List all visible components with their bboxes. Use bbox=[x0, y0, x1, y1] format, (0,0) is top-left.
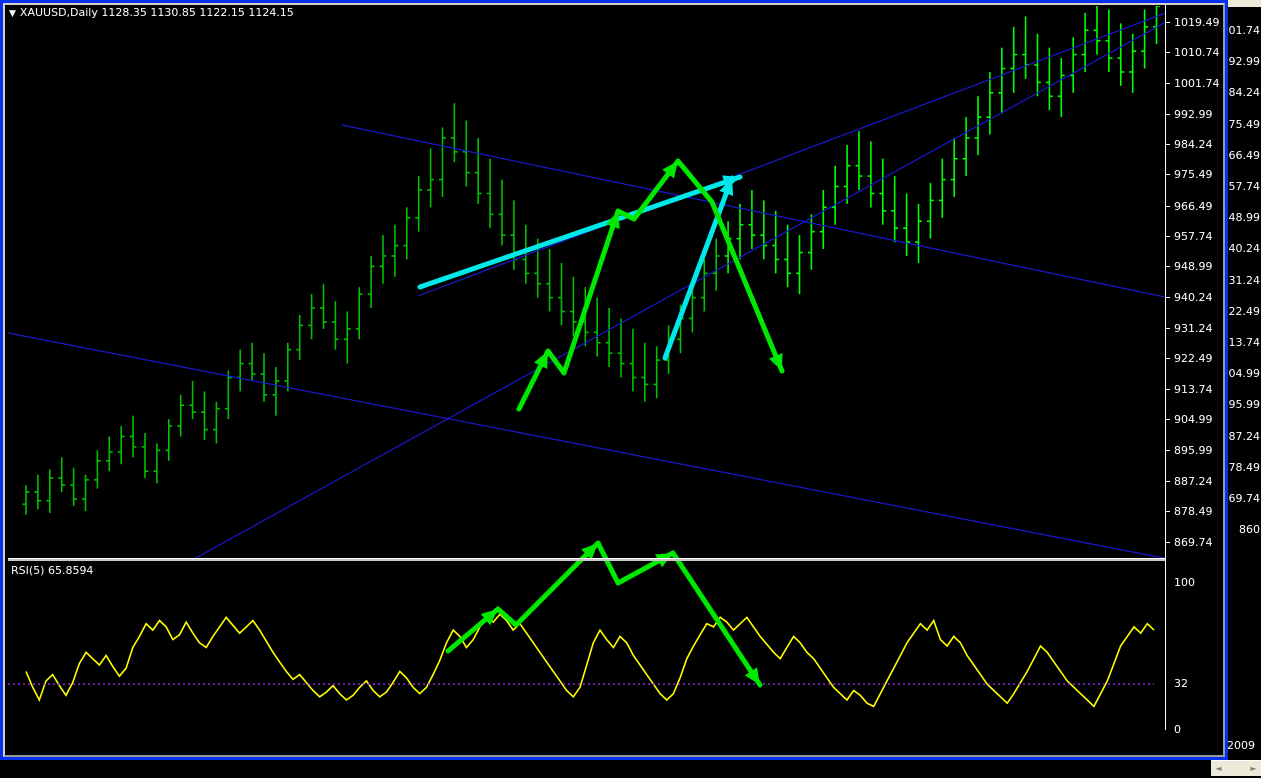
price-scale-label: 904.99 bbox=[1174, 413, 1213, 427]
price-scale-tick bbox=[1166, 83, 1170, 85]
price-scale-label: 878.49 bbox=[1174, 505, 1213, 519]
price-scale-tick bbox=[1166, 358, 1170, 360]
background-scale-label: 869.74 bbox=[1221, 492, 1261, 505]
price-scale-label: 895.99 bbox=[1174, 444, 1213, 458]
price-scale-tick bbox=[1166, 419, 1170, 421]
background-scale-label: 984.24 bbox=[1221, 86, 1261, 100]
background-scale-label: 922.49 bbox=[1221, 304, 1261, 318]
price-scale-tick bbox=[1166, 52, 1170, 54]
price-scale-label: 931.24 bbox=[1174, 322, 1213, 336]
price-scale-label: 913.74 bbox=[1174, 382, 1213, 396]
price-scale-label: 957.74 bbox=[1174, 230, 1213, 244]
chart-header-text: XAUUSD,Daily 1128.35 1130.85 1122.15 112… bbox=[19, 6, 294, 19]
rsi-line bbox=[25, 613, 1155, 708]
price-scale-label: 992.99 bbox=[1174, 107, 1213, 121]
background-scale-label: 1001.74 bbox=[1214, 24, 1261, 37]
background-scale-label: 860 bbox=[1239, 523, 1260, 537]
price-scale-tick bbox=[1166, 21, 1170, 23]
price-scale-label: 1019.49 bbox=[1174, 15, 1220, 29]
price-scale[interactable]: 1019.49 1010.74 1001.74 992.99 984.24 975.49 9… bbox=[1165, 5, 1223, 735]
trendline bbox=[193, 21, 1165, 560]
time-axis-year-label: 2009 bbox=[1227, 739, 1255, 752]
price-scale-label: 1010.74 bbox=[1174, 46, 1220, 60]
price-scale-label: 984.24 bbox=[1174, 138, 1213, 152]
chevron-left-icon[interactable]: ◄ bbox=[1215, 764, 1222, 773]
background-scale-label: 957.74 bbox=[1221, 180, 1261, 193]
chart-header: ▼ XAUUSD,Daily 1128.35 1130.85 1122.15 11… bbox=[9, 6, 294, 20]
trendline bbox=[341, 124, 1165, 298]
price-scale-label: 922.49 bbox=[1174, 352, 1213, 366]
green-arrows-group bbox=[516, 158, 785, 412]
background-scale-label: 966.49 bbox=[1221, 148, 1261, 162]
background-scale-label: 878.49 bbox=[1221, 460, 1261, 474]
background-scale-label: 913.74 bbox=[1221, 336, 1261, 349]
price-scale-tick bbox=[1166, 113, 1170, 115]
trendlines-group bbox=[8, 12, 1165, 560]
price-scale-tick bbox=[1166, 450, 1170, 452]
price-scale-tick bbox=[1166, 296, 1170, 298]
price-scale-label: 869.74 bbox=[1174, 535, 1213, 549]
chart-window-inner-frame: ▼ XAUUSD,Daily 1128.35 1130.85 1122.15 11… bbox=[3, 3, 1225, 757]
background-scale-label: 992.99 bbox=[1221, 55, 1261, 69]
trendline bbox=[8, 332, 1165, 559]
price-scale-tick bbox=[1166, 511, 1170, 513]
background-scale-label: 904.99 bbox=[1221, 367, 1261, 381]
price-scale-tick bbox=[1166, 266, 1170, 268]
rsi-line-group bbox=[8, 613, 1155, 708]
cyan-arrows-group bbox=[417, 174, 743, 361]
indicator-scale-label: 32 bbox=[1174, 677, 1188, 691]
chart-canvas[interactable] bbox=[8, 6, 1165, 730]
indicator-header: RSI(5) 65.8594 bbox=[11, 564, 94, 577]
panel-splitter[interactable] bbox=[8, 558, 1165, 561]
background-scale-label: 895.99 bbox=[1221, 398, 1261, 412]
background-scale-label: 975.49 bbox=[1221, 117, 1261, 131]
background-scale-label: 948.99 bbox=[1221, 211, 1261, 225]
price-scale-tick bbox=[1166, 174, 1170, 176]
price-scale-label: 940.24 bbox=[1174, 290, 1213, 304]
price-scale-tick bbox=[1166, 205, 1170, 207]
price-scale-tick bbox=[1166, 144, 1170, 146]
chart-window-bottom-strip bbox=[8, 732, 1220, 752]
background-scale-label: 887.24 bbox=[1221, 429, 1261, 443]
price-scale-label: 1001.74 bbox=[1174, 77, 1220, 91]
background-scale-label: 940.24 bbox=[1221, 242, 1261, 256]
caret-down-icon[interactable]: ▼ bbox=[9, 9, 16, 19]
price-scale-label: 975.49 bbox=[1174, 168, 1213, 182]
chart-window: ▼ XAUUSD,Daily 1128.35 1130.85 1122.15 11… bbox=[0, 0, 1228, 760]
horizontal-scrollbar[interactable]: ◄ ► bbox=[1211, 760, 1261, 776]
trendline bbox=[417, 12, 1165, 297]
price-scale-tick bbox=[1166, 236, 1170, 238]
price-scale-tick bbox=[1166, 541, 1170, 543]
rsi-arrows-group bbox=[445, 540, 763, 688]
chart-graphics bbox=[8, 6, 1165, 708]
price-scale-tick bbox=[1166, 388, 1170, 390]
indicator-scale-label: 100 bbox=[1174, 576, 1195, 589]
price-scale-label: 966.49 bbox=[1174, 199, 1213, 213]
chevron-right-icon[interactable]: ► bbox=[1250, 764, 1257, 773]
price-scale-tick bbox=[1166, 480, 1170, 482]
price-scale-label: 948.99 bbox=[1174, 260, 1213, 274]
background-scale-label: 931.24 bbox=[1221, 273, 1261, 287]
price-scale-tick bbox=[1166, 328, 1170, 330]
indicator-scale-label: 0 bbox=[1174, 723, 1181, 736]
price-scale-label: 887.24 bbox=[1174, 474, 1213, 488]
